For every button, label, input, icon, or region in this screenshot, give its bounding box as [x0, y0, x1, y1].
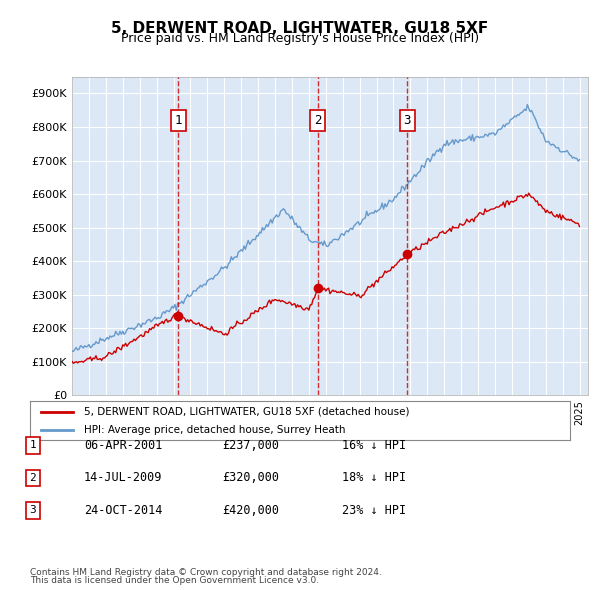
- Text: 1: 1: [175, 114, 182, 127]
- Text: 3: 3: [404, 114, 411, 127]
- Text: 5, DERWENT ROAD, LIGHTWATER, GU18 5XF (detached house): 5, DERWENT ROAD, LIGHTWATER, GU18 5XF (d…: [84, 407, 409, 417]
- Text: £420,000: £420,000: [222, 504, 279, 517]
- Text: Contains HM Land Registry data © Crown copyright and database right 2024.: Contains HM Land Registry data © Crown c…: [30, 568, 382, 577]
- Text: Price paid vs. HM Land Registry's House Price Index (HPI): Price paid vs. HM Land Registry's House …: [121, 32, 479, 45]
- Text: 24-OCT-2014: 24-OCT-2014: [84, 504, 163, 517]
- Text: 16% ↓ HPI: 16% ↓ HPI: [342, 439, 406, 452]
- Text: HPI: Average price, detached house, Surrey Heath: HPI: Average price, detached house, Surr…: [84, 425, 346, 435]
- Text: 3: 3: [29, 506, 37, 515]
- Text: 5, DERWENT ROAD, LIGHTWATER, GU18 5XF: 5, DERWENT ROAD, LIGHTWATER, GU18 5XF: [112, 21, 488, 35]
- Text: 18% ↓ HPI: 18% ↓ HPI: [342, 471, 406, 484]
- Text: 2: 2: [314, 114, 322, 127]
- Text: £320,000: £320,000: [222, 471, 279, 484]
- Text: 2: 2: [29, 473, 37, 483]
- Text: 06-APR-2001: 06-APR-2001: [84, 439, 163, 452]
- Text: 1: 1: [29, 441, 37, 450]
- Text: 14-JUL-2009: 14-JUL-2009: [84, 471, 163, 484]
- Text: This data is licensed under the Open Government Licence v3.0.: This data is licensed under the Open Gov…: [30, 576, 319, 585]
- Text: £237,000: £237,000: [222, 439, 279, 452]
- Text: 23% ↓ HPI: 23% ↓ HPI: [342, 504, 406, 517]
